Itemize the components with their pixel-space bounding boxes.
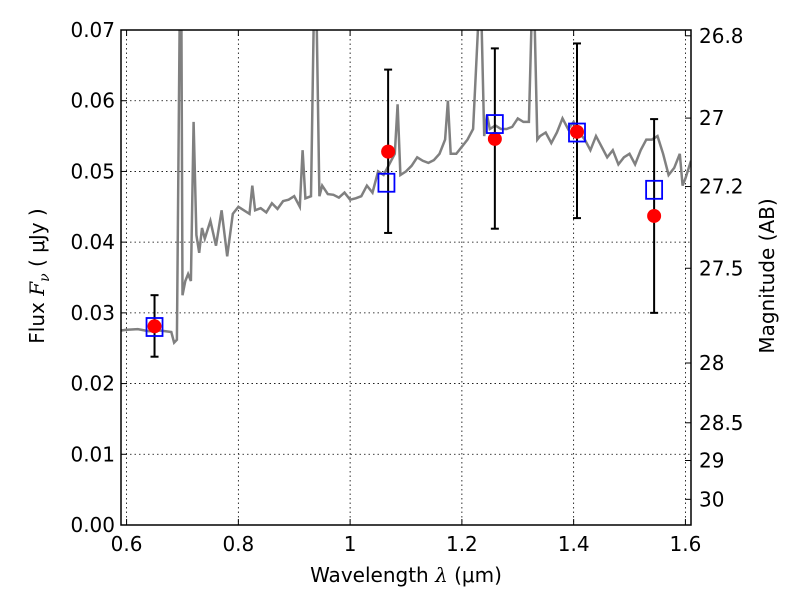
ticks-layer: 0.6 0.8 1 1.2 1.4 1.6 0.00 0.01 0.02 0.03 0.04 0.05…: [70, 18, 743, 556]
model-square: [568, 122, 586, 143]
model-square: [485, 114, 504, 134]
x-tick-label: 1.6: [670, 532, 702, 556]
grid-lines: [121, 29, 691, 526]
y-tick-label: 0.03: [70, 301, 115, 325]
y-tick-label: 0.05: [70, 159, 115, 183]
x-tick-label: 1.2: [446, 532, 478, 556]
y2-tick-label: 27.5: [699, 256, 744, 280]
observed-point: [487, 131, 502, 146]
spectrum-line: [121, 30, 691, 346]
y2-axis-title: Magnitude (AB): [755, 198, 779, 353]
y-tick-label: 0.04: [70, 230, 115, 254]
y-tick-label: 0.02: [70, 372, 115, 396]
y-tick-label: 0.01: [70, 442, 115, 466]
y-axis-title-prefix: Flux: [25, 302, 49, 344]
spectrum-layer: [121, 30, 691, 346]
point-layer: [145, 114, 664, 337]
x-axis-title-unit: (μm): [454, 563, 502, 587]
y2-tick-label: 29: [699, 449, 724, 473]
observed-point: [647, 208, 662, 223]
errorbar-layer: [150, 42, 659, 358]
observed-point: [147, 319, 162, 334]
x-axis-title-symbol: λ: [434, 563, 448, 587]
y-axis-title: Flux Fν ( μJy ): [25, 208, 54, 343]
model-square: [377, 172, 396, 193]
y2-tick-label: 28: [699, 351, 724, 375]
y2-tick-label: 28.5: [699, 411, 744, 435]
observed-point: [570, 124, 584, 139]
y-tick-label: 0.07: [70, 18, 115, 42]
y-axis-title-unit: ( μJy ): [25, 208, 49, 267]
y-axis-title-subscript: ν: [37, 273, 53, 282]
model-square: [145, 317, 164, 337]
plot-frame: [120, 29, 692, 526]
y2-tick-label: 26.8: [699, 24, 744, 48]
y2-tick-label: 27.2: [699, 175, 744, 199]
x-tick-label: 1: [344, 532, 357, 556]
y-tick-label: 0.06: [70, 89, 115, 113]
model-square: [645, 179, 664, 200]
x-tick-label: 0.6: [111, 532, 143, 556]
x-tick-label: 1.4: [558, 532, 590, 556]
y-tick-label: 0.00: [70, 513, 115, 537]
y2-tick-label: 30: [699, 487, 724, 511]
observed-point: [381, 144, 396, 159]
x-tick-label: 0.8: [222, 532, 254, 556]
y2-tick-label: 27: [699, 106, 724, 130]
y-axis-title-symbol: F: [25, 281, 49, 297]
x-axis-title: Wavelength λ (μm): [310, 563, 502, 587]
x-axis-title-prefix: Wavelength: [310, 563, 429, 587]
